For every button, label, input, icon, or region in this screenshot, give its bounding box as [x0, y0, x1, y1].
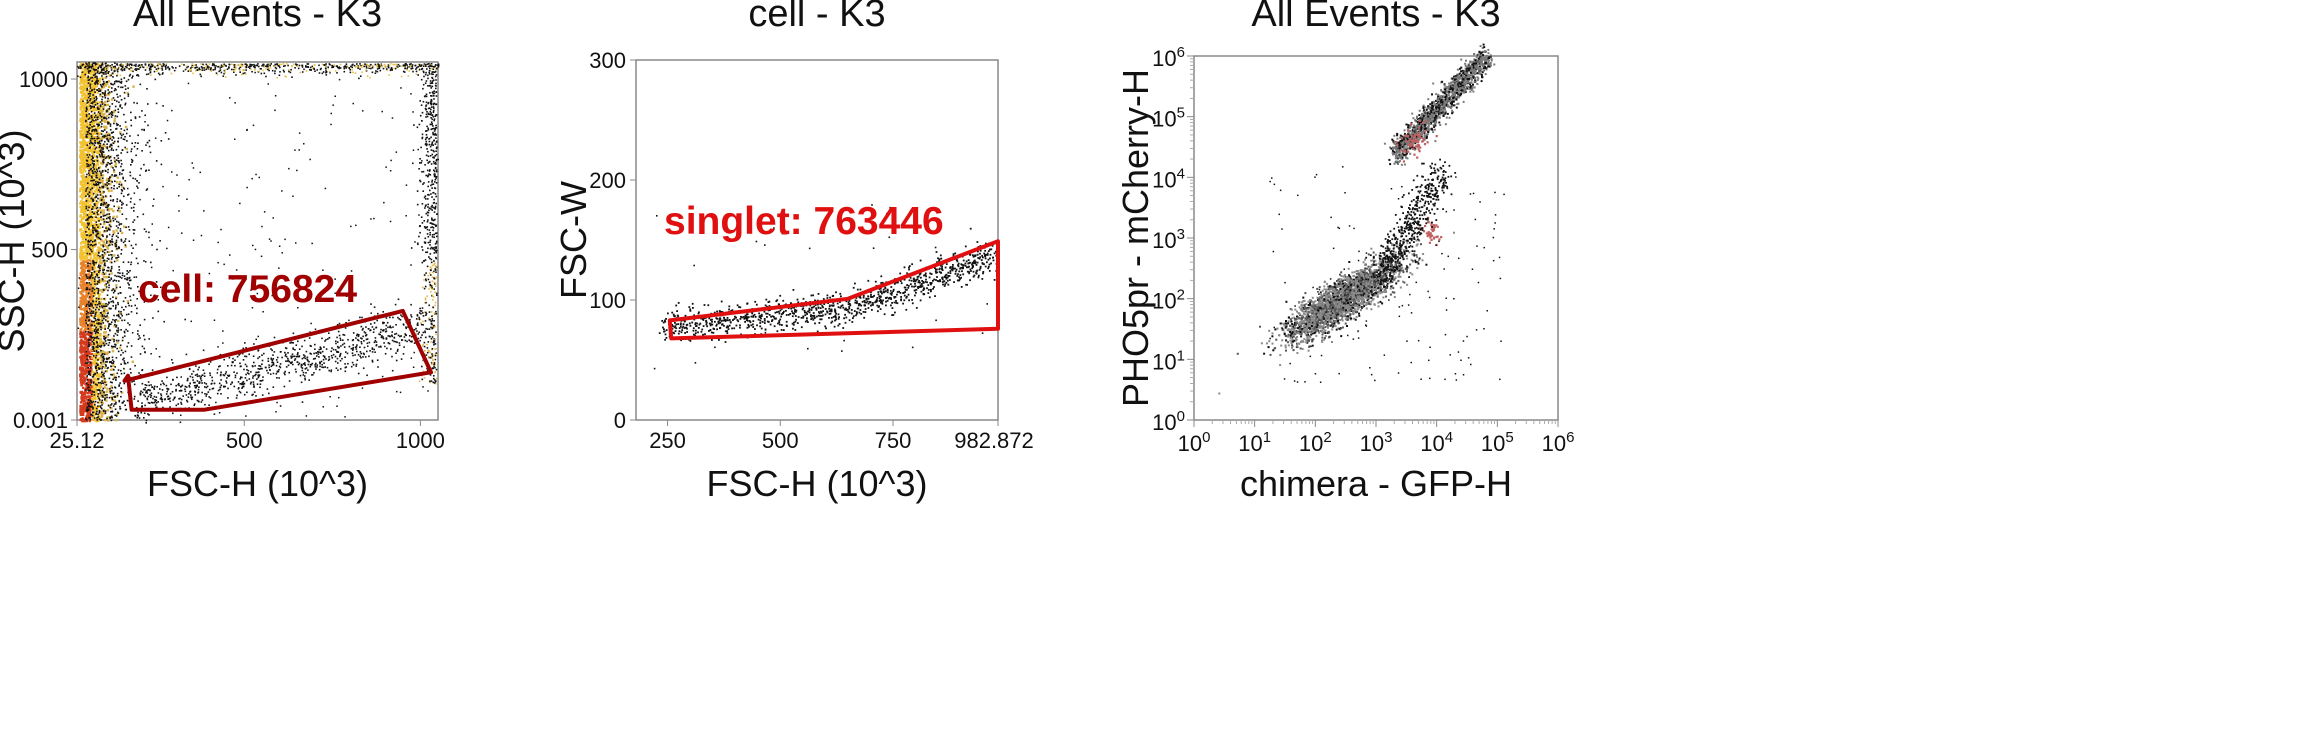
x-tick-label-3-0: 100: [1178, 429, 1211, 456]
gate-cell: [122, 308, 433, 412]
y-tick-label-2-1: 100: [589, 288, 626, 313]
chart-title-1: All Events - K3: [133, 0, 382, 35]
x-axis-label-2: FSC-H (10^3): [707, 463, 928, 504]
x-axis-label-1: FSC-H (10^3): [147, 463, 368, 504]
x-tick-label-1-2: 1000: [396, 428, 445, 453]
y-tick-label-3-3: 103: [1152, 226, 1185, 253]
x-tick-label-2-3: 982.872: [954, 428, 1034, 453]
x-tick-label-2-1: 500: [762, 428, 799, 453]
x-tick-label-2-2: 750: [875, 428, 912, 453]
chart-title-3: All Events - K3: [1251, 0, 1500, 35]
y-tick-label-3-5: 105: [1152, 105, 1185, 132]
gate-singlet-label: singlet: 763446: [664, 200, 944, 243]
y-axis-label-2: FSC-W: [553, 181, 594, 299]
gate-cell-label: cell: 756824: [138, 268, 357, 311]
x-tick-label-3-6: 106: [1542, 429, 1575, 456]
y-tick-label-3-0: 100: [1152, 408, 1185, 435]
x-axis-label-3: chimera - GFP-H: [1240, 463, 1512, 504]
y-axis-label-1: SSC-H (10^3): [0, 130, 32, 353]
y-tick-label-3-2: 102: [1152, 287, 1185, 314]
y-tick-label-3-4: 104: [1152, 165, 1185, 192]
x-tick-label-3-3: 103: [1360, 429, 1393, 456]
y-axis-label-3: PHO5pr - mCherry-H: [1115, 69, 1156, 407]
chart-title-2: cell - K3: [748, 0, 885, 35]
scatter-points-3: [1218, 43, 1505, 395]
x-tick-label-1-1: 500: [226, 428, 263, 453]
y-tick-label-1-0: 0.001: [13, 408, 68, 433]
x-tick-label-3-5: 105: [1481, 429, 1514, 456]
scatter-points-1: [77, 62, 440, 424]
plot-frame-1: [76, 61, 439, 421]
y-tick-label-2-3: 300: [589, 48, 626, 73]
y-tick-label-2-2: 200: [589, 168, 626, 193]
y-tick-label-1-2: 1000: [19, 67, 68, 92]
x-tick-label-3-1: 101: [1238, 429, 1271, 456]
y-tick-label-2-0: 0: [614, 408, 626, 433]
y-tick-label-1-1: 500: [31, 238, 68, 263]
x-tick-label-3-2: 102: [1299, 429, 1332, 456]
y-tick-label-3-1: 101: [1152, 347, 1185, 374]
plot-frame-3: [1193, 55, 1559, 421]
x-tick-label-3-4: 104: [1420, 429, 1453, 456]
y-tick-label-3-6: 106: [1152, 44, 1185, 71]
gate-singlet: [667, 239, 1000, 341]
x-tick-label-2-0: 250: [649, 428, 686, 453]
x-tick-label-1-0: 25.12: [49, 428, 104, 453]
